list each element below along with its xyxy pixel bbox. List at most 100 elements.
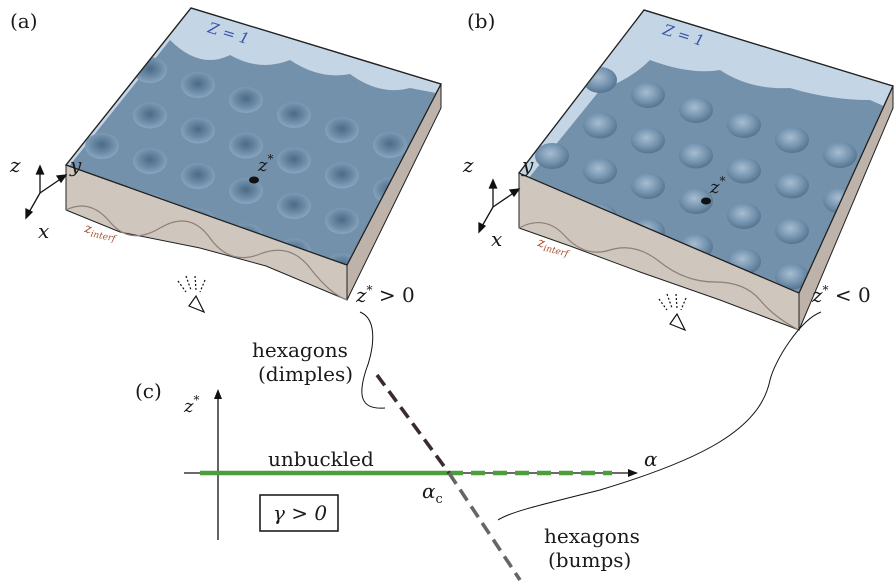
panel-c-x-label: α: [644, 447, 658, 471]
dimple-cell: [66, 254, 71, 265]
panel-c-y-label: z*: [183, 393, 199, 417]
dimple-cell: [85, 270, 119, 296]
bump-cell: [487, 310, 521, 336]
panel-b-axis-y: y: [521, 153, 534, 177]
bump-cell: [775, 218, 809, 244]
bump-cell: [727, 340, 761, 366]
bump-cell: [775, 355, 809, 381]
panel-b-axis-x: x: [491, 227, 502, 251]
bump-cell: [631, 82, 665, 108]
panel-c-tag: (c): [135, 379, 162, 403]
bumps-branch: [447, 472, 522, 581]
dimple-cell: [85, 133, 119, 159]
bump-cell: [535, 325, 569, 351]
bump-cell: [775, 127, 809, 153]
bump-cell: [519, 264, 521, 291]
bump-cell: [583, 112, 617, 139]
panel-a: (a) Z = 1 z* zinterf z y x: [9, 7, 442, 341]
dimple-cell: [229, 132, 263, 159]
dimple-cell: [229, 87, 263, 113]
dimple-cell: [229, 178, 263, 204]
connector-a-to-dimples: [359, 311, 386, 409]
dimple-cell: [181, 72, 215, 98]
bump-cell: [727, 385, 761, 411]
dimple-cell: [277, 193, 311, 219]
eye-icon: [658, 293, 687, 332]
dimple-cell: [133, 148, 167, 174]
panel-b-zstar-point: [701, 197, 711, 205]
panel-a-axis-y: y: [69, 153, 82, 177]
dimple-cell: [277, 284, 311, 310]
panel-b-axes-triad: [478, 178, 521, 234]
bump-cell: [679, 370, 713, 396]
bumps-label-line1: hexagons: [544, 524, 640, 548]
panel-a-zstar-point: [249, 176, 259, 184]
panel-b-condition: z* < 0: [811, 283, 871, 307]
bump-cell: [583, 295, 617, 321]
dimples-branch: [375, 373, 451, 475]
bumps-label-line2: (bumps): [548, 548, 631, 572]
dimple-cell: [421, 147, 441, 173]
gamma-label: γ > 0: [273, 501, 327, 525]
panel-a-sheet: [66, 40, 441, 341]
bump-cell: [727, 203, 761, 229]
bump-cell: [631, 173, 665, 199]
bump-cell: [727, 157, 761, 184]
dimples-label-line2: (dimples): [258, 362, 353, 386]
gamma-box: [259, 494, 339, 532]
bump-cell: [775, 263, 809, 290]
bump-cell: [535, 143, 569, 169]
bump-cell: [631, 355, 665, 381]
connector-b-to-bumps: [497, 311, 822, 521]
bump-cell: [679, 97, 713, 123]
dimple-cell: [229, 315, 263, 341]
dimple-cell: [133, 57, 167, 83]
bump-cell: [679, 142, 713, 169]
panel-c-x-arrow: [628, 469, 638, 477]
dimple-cell: [181, 163, 215, 189]
dimple-cell: [277, 102, 311, 128]
unbuckled-label: unbuckled: [268, 447, 374, 471]
panel-a-tag: (a): [10, 9, 38, 33]
bump-cell: [631, 310, 665, 336]
panel-a-wavy-bottom: [65, 205, 348, 301]
eye-icon: [177, 275, 206, 314]
dimple-cell: [133, 102, 167, 129]
bump-cell: [583, 158, 617, 184]
dimple-cell: [325, 117, 359, 143]
dimple-cell: [373, 132, 407, 158]
bump-cell: [583, 67, 617, 93]
panel-b-tag: (b): [467, 9, 495, 33]
bump-cell: [823, 142, 857, 168]
bump-cell: [871, 157, 893, 183]
dimple-cell: [229, 269, 263, 295]
dimple-cell: [325, 162, 359, 189]
panel-a-axis-z: z: [9, 153, 21, 177]
bump-cell: [871, 202, 893, 229]
bump-cell: [679, 188, 713, 214]
dimple-cell: [133, 285, 167, 311]
dimple-cell: [181, 117, 215, 144]
panel-b-axis-z: z: [462, 153, 474, 177]
bump-cell: [727, 112, 761, 138]
panel-b: (b) Z = 1 z* zinterf z y x: [439, 9, 894, 411]
panel-c-y-arrow: [214, 389, 222, 399]
dimples-label-line1: hexagons: [252, 338, 348, 362]
bump-cell: [583, 340, 617, 366]
dimple-cell: [133, 239, 167, 265]
alpha-c-label: αc: [422, 479, 443, 507]
panel-b-zstar-label: z*: [709, 174, 725, 198]
dimple-cell: [421, 192, 441, 219]
panel-a-axis-x: x: [38, 219, 49, 243]
bump-cell: [631, 127, 665, 154]
bump-cell: [775, 172, 809, 199]
panel-a-condition: z* > 0: [355, 283, 415, 307]
dimple-cell: [277, 147, 311, 174]
panel-b-wavy-bottom: [518, 221, 800, 331]
bump-cell: [535, 279, 569, 293]
panel-a-zstar-label: z*: [257, 152, 273, 176]
bump-cell: [439, 295, 473, 321]
dimple-cell: [325, 299, 359, 325]
dimple-cell: [325, 208, 359, 234]
